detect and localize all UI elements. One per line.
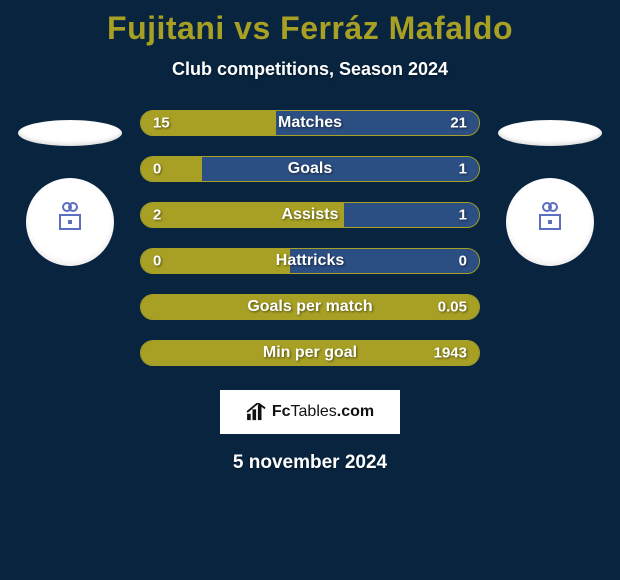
bar-value-right: 21 bbox=[450, 115, 467, 132]
bar-label: Goals per match bbox=[247, 298, 372, 316]
player1-badge bbox=[26, 178, 114, 266]
bar-value-right: 0.05 bbox=[438, 299, 467, 316]
bar-fill-left bbox=[141, 249, 290, 273]
logo-suffix: .com bbox=[337, 403, 374, 420]
player2-disc bbox=[498, 120, 602, 146]
subtitle: Club competitions, Season 2024 bbox=[0, 59, 620, 80]
stat-bars: Matches1521Goals01Assists21Hattricks00Go… bbox=[140, 110, 480, 366]
logo-strong: Fc bbox=[272, 403, 291, 420]
bar-value-left: 2 bbox=[153, 207, 161, 224]
bar-value-right: 0 bbox=[459, 253, 467, 270]
stat-bar: Min per goal 1943 bbox=[140, 340, 480, 366]
bar-value-right: 1943 bbox=[434, 345, 467, 362]
date-text: 5 november 2024 bbox=[0, 452, 620, 474]
stat-bar: Goals 0 1 bbox=[140, 156, 480, 182]
player1-side bbox=[10, 110, 130, 266]
logo-box: FcTables.com bbox=[220, 390, 400, 434]
bar-fill-left bbox=[141, 157, 202, 181]
comparison-card: Fujitani vs Ferráz Mafaldo Club competit… bbox=[0, 0, 620, 580]
player2-side bbox=[490, 110, 610, 266]
bar-value-left: 0 bbox=[153, 253, 161, 270]
content-row: Matches1521Goals01Assists21Hattricks00Go… bbox=[0, 110, 620, 366]
logo-text: FcTables.com bbox=[272, 403, 374, 421]
stat-bar: Matches 15 21 bbox=[140, 110, 480, 136]
chart-icon bbox=[246, 403, 268, 421]
shirt-icon bbox=[539, 214, 561, 230]
bar-value-left: 15 bbox=[153, 115, 170, 132]
bar-label: Matches bbox=[278, 114, 342, 132]
bar-label: Min per goal bbox=[263, 344, 357, 362]
bar-label: Assists bbox=[282, 206, 339, 224]
bar-label: Goals bbox=[288, 160, 332, 178]
bar-value-left: 0 bbox=[153, 161, 161, 178]
bar-fill-right bbox=[202, 157, 479, 181]
logo-light: Tables bbox=[291, 403, 337, 420]
stat-bar: Hattricks 0 0 bbox=[140, 248, 480, 274]
bar-value-right: 1 bbox=[459, 161, 467, 178]
bar-label: Hattricks bbox=[276, 252, 344, 270]
player1-disc bbox=[18, 120, 122, 146]
page-title: Fujitani vs Ferráz Mafaldo bbox=[0, 0, 620, 47]
stat-bar: Goals per match 0.05 bbox=[140, 294, 480, 320]
player2-badge bbox=[506, 178, 594, 266]
stat-bar: Assists 2 1 bbox=[140, 202, 480, 228]
bar-value-right: 1 bbox=[459, 207, 467, 224]
shirt-icon bbox=[59, 214, 81, 230]
